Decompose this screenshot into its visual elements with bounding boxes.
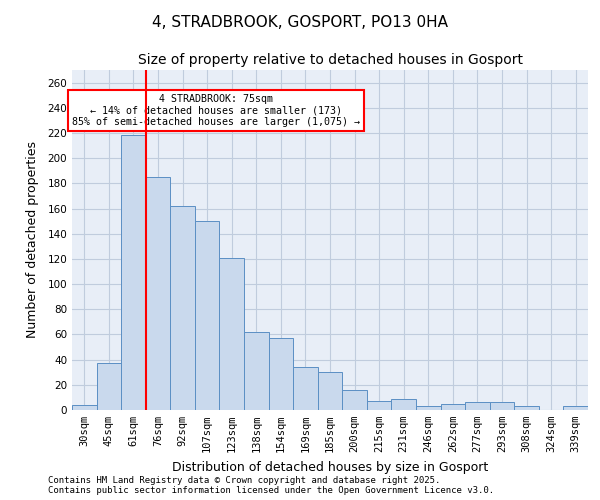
Text: 4 STRADBROOK: 75sqm
← 14% of detached houses are smaller (173)
85% of semi-detac: 4 STRADBROOK: 75sqm ← 14% of detached ho… (73, 94, 361, 127)
Bar (416, 406, 440, 410)
Bar (72, 405, 97, 410)
Bar (342, 390, 367, 410)
Title: Size of property relative to detached houses in Gosport: Size of property relative to detached ho… (137, 54, 523, 68)
Bar (514, 406, 539, 410)
Bar (318, 372, 342, 410)
Bar (490, 402, 514, 410)
Bar (391, 398, 416, 410)
Bar (244, 332, 269, 410)
Bar (465, 402, 490, 410)
Bar (121, 136, 146, 410)
Bar (293, 367, 318, 410)
Y-axis label: Number of detached properties: Number of detached properties (26, 142, 39, 338)
Bar (367, 401, 391, 410)
Bar (97, 364, 121, 410)
Bar (269, 338, 293, 410)
Bar (170, 206, 195, 410)
Bar (195, 221, 220, 410)
Text: Contains HM Land Registry data © Crown copyright and database right 2025.
Contai: Contains HM Land Registry data © Crown c… (48, 476, 494, 495)
Bar (146, 177, 170, 410)
Bar (440, 404, 465, 410)
Bar (563, 406, 588, 410)
Bar (220, 258, 244, 410)
X-axis label: Distribution of detached houses by size in Gosport: Distribution of detached houses by size … (172, 460, 488, 473)
Text: 4, STRADBROOK, GOSPORT, PO13 0HA: 4, STRADBROOK, GOSPORT, PO13 0HA (152, 15, 448, 30)
